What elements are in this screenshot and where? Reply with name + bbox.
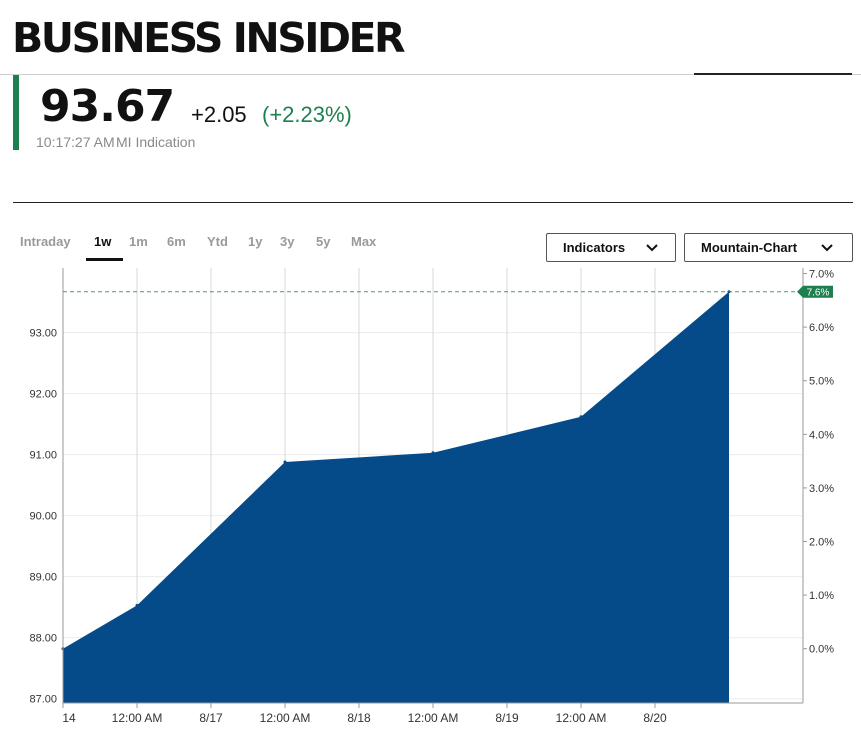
tab-5y[interactable]: 5y [316,234,331,249]
y-left-tick-label: 92.00 [29,389,57,401]
y-right-tick-label: 5.0% [809,376,834,388]
area-series [63,291,729,703]
x-tick-label: 8/17 [199,711,223,725]
x-tick-label: 8/20 [643,711,667,725]
price-change: +2.05 [191,102,247,127]
y-left-tick-label: 89.00 [29,572,57,584]
indicators-dropdown[interactable]: Indicators [546,233,676,262]
x-tick-label: 12:00 AM [408,711,459,725]
active-tab-indicator [86,258,123,261]
y-right-tick-label: 1.0% [809,590,834,602]
last-value-label: 7.6% [807,288,830,299]
chart-type-dropdown[interactable]: Mountain-Chart [684,233,853,262]
tab-intraday[interactable]: Intraday [20,234,71,249]
y-right-tick-label: 6.0% [809,322,834,334]
y-right-tick-label: 3.0% [809,483,834,495]
tab-1w[interactable]: 1w [94,234,112,249]
data-point [135,603,139,607]
chevron-down-icon [646,244,658,252]
tab-max[interactable]: Max [351,234,377,249]
tab-3y[interactable]: 3y [280,234,295,249]
tab-ytd[interactable]: Ytd [207,234,228,249]
indicators-label: Indicators [563,240,626,255]
x-tick-label: 14 [62,711,76,725]
chevron-down-icon [821,244,833,252]
y-left-tick-label: 87.00 [29,694,57,706]
chart-type-label: Mountain-Chart [701,240,798,255]
y-left-tick-label: 93.00 [29,328,57,340]
y-left-tick-label: 88.00 [29,633,57,645]
tab-1y[interactable]: 1y [248,234,263,249]
y-left-tick-label: 91.00 [29,450,57,462]
y-left-tick-label: 90.00 [29,511,57,523]
x-tick-label: 8/18 [347,711,371,725]
x-tick-label: 8/19 [495,711,519,725]
data-point [579,415,583,419]
y-right-tick-label: 2.0% [809,537,834,549]
last-value-badge [797,285,833,298]
x-tick-label: 12:00 AM [556,711,607,725]
price-chart[interactable]: 87.00 88.00 89.00 90.00 91.00 92.00 93.00 14 12:… [0,268,861,751]
data-point [431,451,435,455]
y-right-tick-label: 7.0% [809,269,834,281]
x-tick-label: 12:00 AM [260,711,311,725]
header-underline-decoration [694,73,852,75]
section-divider [13,202,853,203]
price-accent-bar [13,75,19,150]
x-tick-label: 12:00 AM [112,711,163,725]
quote-time: 10:17:27 AM [36,134,115,150]
y-right-tick-label: 4.0% [809,429,834,441]
data-point [283,460,287,464]
current-price: 93.67 [40,81,175,132]
tab-6m[interactable]: 6m [167,234,186,249]
site-header: BUSINESS INSIDER [0,0,861,75]
tab-1m[interactable]: 1m [129,234,148,249]
quote-source: MI Indication [116,134,196,150]
y-right-tick-label: 0.0% [809,644,834,656]
price-change-percent: (+2.23%) [262,102,352,127]
site-logo[interactable]: BUSINESS INSIDER [12,14,406,62]
